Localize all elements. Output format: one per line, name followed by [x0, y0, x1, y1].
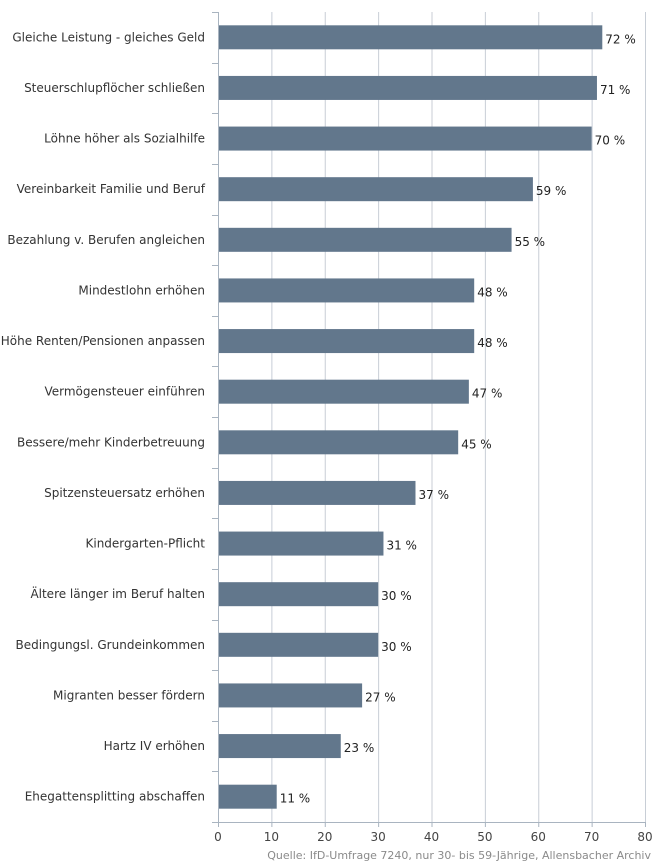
- x-tick-label: 60: [531, 830, 546, 844]
- bar: [219, 75, 597, 100]
- source-note: Quelle: IfD-Umfrage 7240, nur 30- bis 59…: [267, 849, 651, 862]
- category-label: Höhe Renten/Pensionen anpassen: [1, 334, 205, 348]
- category-label: Löhne höher als Sozialhilfe: [44, 132, 205, 146]
- value-label: 31 %: [386, 539, 417, 553]
- bar: [219, 177, 533, 202]
- category-label: Spitzensteuersatz erhöhen: [44, 486, 205, 500]
- bar: [219, 784, 277, 809]
- category-label: Ältere länger im Beruf halten: [30, 586, 205, 601]
- bar: [219, 329, 475, 354]
- value-label: 71 %: [600, 83, 631, 97]
- category-label: Vermögensteuer einführen: [44, 385, 205, 399]
- bar: [219, 430, 459, 455]
- bar: [219, 278, 475, 303]
- value-label: 72 %: [605, 32, 636, 46]
- value-label: 55 %: [515, 235, 546, 249]
- bar: [219, 632, 379, 657]
- value-label: 30 %: [381, 640, 412, 654]
- bar: [219, 734, 341, 759]
- value-label: 45 %: [461, 437, 492, 451]
- value-label: 30 %: [381, 589, 412, 603]
- x-tick-label: 50: [477, 830, 492, 844]
- category-label: Bedingungsl. Grundeinkommen: [16, 638, 205, 652]
- x-tick-label: 70: [584, 830, 599, 844]
- value-label: 47 %: [472, 387, 503, 401]
- category-label: Hartz IV erhöhen: [104, 739, 205, 753]
- x-tick-label: 80: [637, 830, 652, 844]
- value-label: 48 %: [477, 285, 508, 299]
- value-label: 23 %: [344, 741, 375, 755]
- bar: [219, 227, 512, 252]
- category-label: Gleiche Leistung - gleiches Geld: [12, 30, 205, 44]
- x-tick-label: 20: [317, 830, 332, 844]
- value-label: 27 %: [365, 690, 396, 704]
- x-axis: 0 10 20 30 40 50 60 70 80: [212, 12, 653, 844]
- category-label: Bezahlung v. Berufen angleichen: [7, 233, 205, 247]
- bar: [219, 126, 592, 151]
- category-label: Bessere/mehr Kinderbetreuung: [17, 435, 205, 449]
- bar-chart: Gleiche Leistung - gleiches Geld 72 % Steu…: [1, 12, 653, 844]
- bar: [219, 25, 603, 50]
- category-label: Mindestlohn erhöhen: [78, 283, 205, 297]
- value-label: 37 %: [418, 488, 449, 502]
- category-label: Ehegattensplitting abschaffen: [25, 790, 205, 804]
- x-tick-label: 10: [264, 830, 279, 844]
- bar: [219, 480, 416, 505]
- value-label: 70 %: [595, 134, 626, 148]
- category-label: Steuerschlupflöcher schließen: [24, 81, 205, 95]
- bar: [219, 582, 379, 607]
- value-label: 59 %: [536, 184, 567, 198]
- x-tick-label: 30: [370, 830, 385, 844]
- bar: [219, 683, 363, 708]
- bars: Gleiche Leistung - gleiches Geld 72 % Steu…: [1, 25, 636, 809]
- value-label: 48 %: [477, 336, 508, 350]
- bar: [219, 379, 469, 404]
- category-label: Migranten besser fördern: [53, 688, 205, 702]
- bar: [219, 531, 384, 556]
- x-tick-label: 0: [214, 830, 222, 844]
- value-label: 11 %: [280, 792, 311, 806]
- category-label: Vereinbarkeit Familie und Beruf: [17, 182, 206, 196]
- x-tick-label: 40: [424, 830, 439, 844]
- category-label: Kindergarten-Pflicht: [86, 537, 206, 551]
